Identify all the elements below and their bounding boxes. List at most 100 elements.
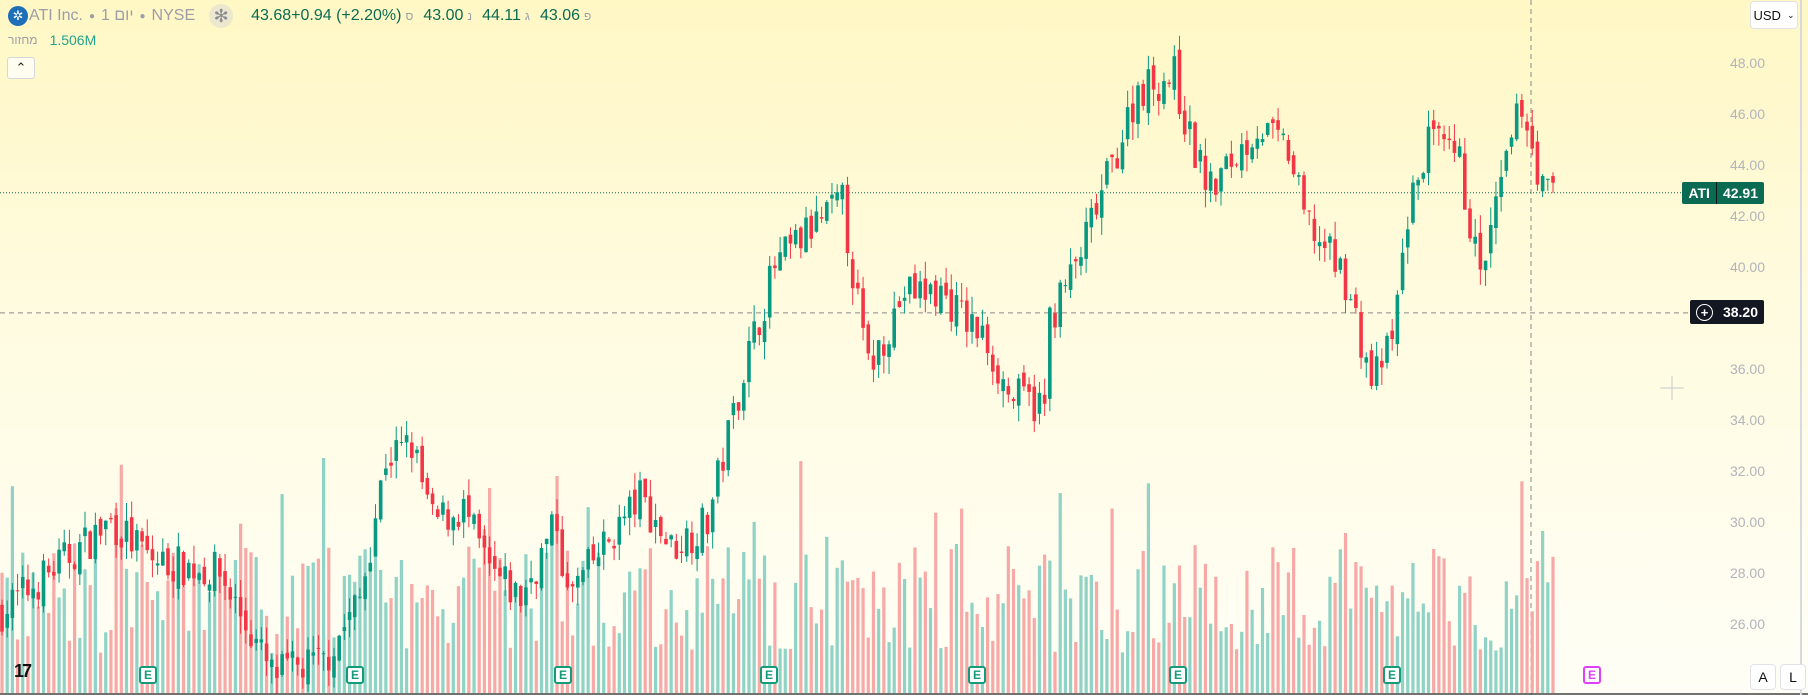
symbol-legend: ✲ ATI Inc. ● 1 יום ● NYSE ✻ 43.68+0.94 (… [8,4,601,28]
volume-bar [1489,640,1493,693]
auto-scale-button[interactable]: A [1750,664,1776,690]
candle-body [1250,147,1254,160]
candle-body [1405,229,1410,248]
volume-bar [156,591,160,693]
collapse-legend-button[interactable]: ⌃ [7,57,35,79]
earnings-badge[interactable]: E [554,666,572,684]
volume-bar [1063,589,1067,693]
volume-bar [1551,556,1555,693]
candle-body [923,278,928,300]
candle-body [835,192,839,201]
candle-body [472,514,476,525]
candle-body [793,230,798,245]
volume-bar [799,461,803,693]
upcoming-earnings-badge[interactable]: E [1583,666,1601,684]
volume-bar [1541,531,1545,693]
candle-body [1525,121,1529,131]
interval[interactable]: 1 יום [100,7,134,24]
earnings-badge[interactable]: E [968,666,986,684]
candle-body [228,587,233,600]
volume-bar [1260,588,1265,693]
volume-bar [1151,638,1156,693]
candle-body [913,273,917,299]
volume-bar [638,568,642,693]
volume-bar [114,508,118,693]
volume-bar [73,543,77,693]
volume-bar [213,562,217,693]
volume-bar [1240,631,1244,693]
volume-bar [576,603,580,693]
volume-bar [223,580,227,693]
volume-bar [462,577,466,693]
volume-bar [690,649,694,693]
candle-body [1307,210,1311,212]
volume-bar [57,597,61,693]
tradingview-logo-icon[interactable]: 17 [14,661,32,681]
volume-bar [1354,562,1358,693]
volume-bar [254,557,258,693]
candle-body [928,284,933,295]
volume-bar [1328,576,1332,693]
volume-bar [788,648,793,693]
volume-bar [36,606,40,693]
add-alert-plus-icon[interactable]: + [1696,303,1713,321]
volume-bar [736,599,741,693]
volume-bar [1317,620,1322,693]
volume-bar [534,640,538,693]
candle-body [1302,175,1306,210]
high-label: ג [524,9,530,23]
volume-bar [794,582,798,693]
candle-body [887,344,891,358]
candle-body [773,265,777,269]
volume-bar [1463,592,1467,693]
volume-bar [290,575,295,693]
separator-dot: ● [88,10,95,22]
candle-body [186,562,191,579]
volume-bar [436,616,440,693]
candle-body [1276,120,1280,130]
candle-body [690,532,694,554]
volume-bar [581,560,585,693]
earnings-badge[interactable]: E [346,666,364,684]
log-scale-button[interactable]: L [1780,664,1806,690]
candle-body [72,564,77,569]
earnings-badge[interactable]: E [760,666,778,684]
candle-body [965,300,969,332]
volume-bar [742,551,746,693]
volume-bar [145,582,149,693]
candle-body [985,324,990,354]
candle-body [368,562,373,572]
candle-body [1016,378,1021,406]
candle-body [544,538,549,545]
candle-body [1312,218,1317,241]
volume-bar [1100,629,1104,693]
volume-bar [1209,623,1213,693]
candle-body [15,590,20,592]
earnings-badge[interactable]: E [1169,666,1187,684]
earnings-badge[interactable]: E [139,666,157,684]
volume-bar [674,622,678,693]
candle-body [62,542,67,552]
snowflake-icon[interactable]: ✻ [209,4,234,28]
volume-bar [373,543,378,693]
volume-bar [1141,550,1145,693]
candle-body [1048,307,1052,399]
currency-dropdown[interactable]: USD ⌄ [1750,1,1798,29]
candle-body [352,595,357,618]
last-price-symbol: ATI [1688,185,1710,201]
candle-body [1271,119,1275,123]
crosshair-price-tag[interactable]: + 38.20 [1690,300,1764,324]
candle-body [1177,49,1182,115]
candle-body [420,445,424,483]
candle-body [103,520,108,530]
candle-body [814,211,819,232]
volume-bar [965,611,969,693]
candle-body [518,586,523,606]
exchange: NYSE [151,7,196,24]
volume-bar [368,568,372,693]
candle-body [1239,144,1244,171]
symbol-name[interactable]: ATI Inc. [29,7,83,24]
earnings-badge[interactable]: E [1383,666,1401,684]
candle-body [1053,313,1057,328]
